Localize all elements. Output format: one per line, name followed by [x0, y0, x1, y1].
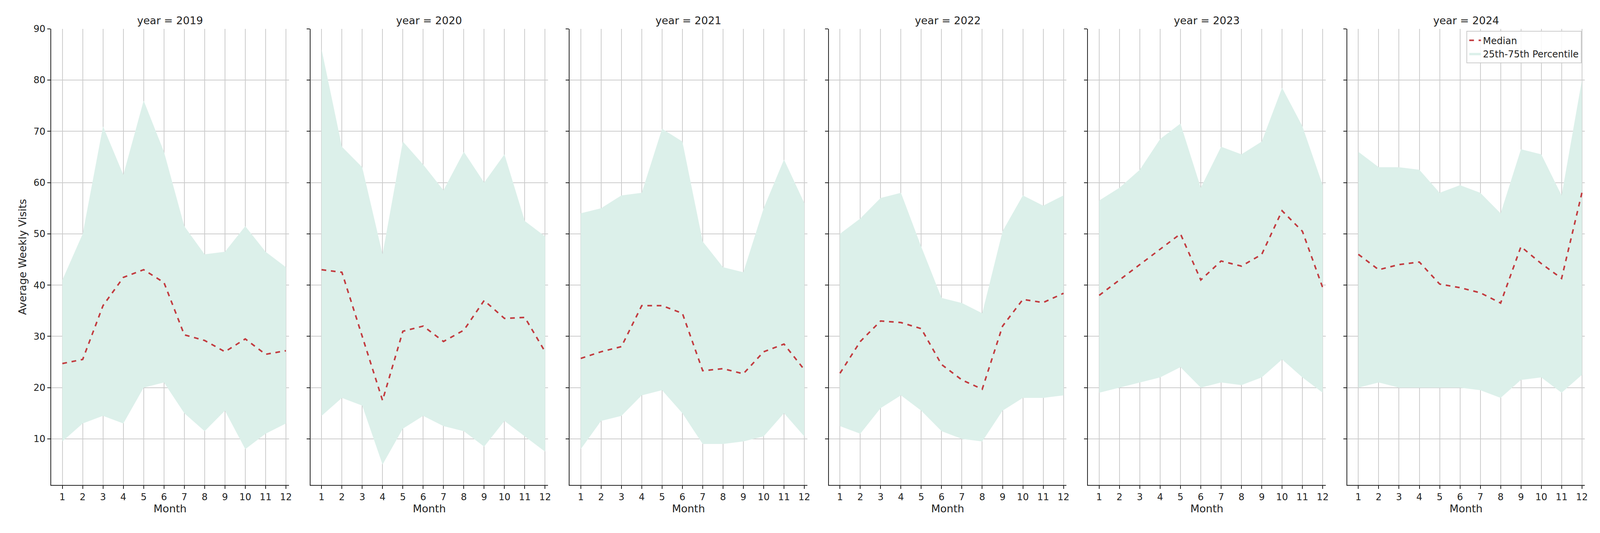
svg-text:9: 9	[221, 491, 228, 503]
svg-text:5: 5	[1177, 491, 1184, 503]
svg-text:6: 6	[679, 491, 686, 503]
svg-text:1: 1	[1355, 491, 1362, 503]
svg-text:12: 12	[1316, 491, 1329, 503]
svg-text:3: 3	[359, 491, 366, 503]
svg-text:3: 3	[1136, 491, 1143, 503]
svg-text:20: 20	[33, 382, 46, 394]
svg-text:7: 7	[1217, 491, 1224, 503]
svg-text:2: 2	[1375, 491, 1382, 503]
svg-text:2: 2	[79, 491, 86, 503]
svg-text:4: 4	[898, 491, 904, 503]
svg-text:80: 80	[33, 74, 46, 86]
svg-text:4: 4	[379, 491, 386, 503]
svg-text:year = 2020: year = 2020	[396, 14, 463, 27]
svg-text:4: 4	[120, 491, 127, 503]
svg-text:5: 5	[918, 491, 925, 503]
svg-text:11: 11	[259, 491, 272, 503]
svg-text:7: 7	[440, 491, 447, 503]
svg-text:11: 11	[518, 491, 531, 503]
svg-text:9: 9	[740, 491, 747, 503]
svg-text:8: 8	[979, 491, 986, 503]
svg-text:4: 4	[1416, 491, 1423, 503]
svg-text:10: 10	[1535, 491, 1548, 503]
svg-text:9: 9	[481, 491, 488, 503]
svg-text:9: 9	[1517, 491, 1524, 503]
svg-text:1: 1	[1096, 491, 1102, 503]
svg-text:5: 5	[400, 491, 406, 503]
svg-text:10: 10	[498, 491, 511, 503]
svg-text:year = 2022: year = 2022	[914, 14, 981, 27]
svg-text:5: 5	[658, 491, 665, 503]
svg-text:9: 9	[1258, 491, 1265, 503]
svg-text:4: 4	[638, 491, 645, 503]
svg-text:11: 11	[1555, 491, 1568, 503]
svg-text:year = 2023: year = 2023	[1173, 14, 1240, 27]
svg-text:Median: Median	[1482, 35, 1517, 47]
svg-text:12: 12	[539, 491, 552, 503]
svg-text:Month: Month	[1449, 502, 1483, 515]
svg-text:12: 12	[798, 491, 811, 503]
svg-text:10: 10	[757, 491, 770, 503]
svg-text:12: 12	[280, 491, 293, 503]
svg-text:7: 7	[1477, 491, 1484, 503]
svg-text:1: 1	[577, 491, 584, 503]
svg-text:5: 5	[1436, 491, 1443, 503]
svg-text:Month: Month	[931, 502, 965, 515]
svg-text:2: 2	[339, 491, 345, 503]
svg-text:6: 6	[160, 491, 167, 503]
svg-text:8: 8	[460, 491, 467, 503]
svg-text:30: 30	[33, 331, 46, 343]
svg-text:50: 50	[33, 228, 46, 240]
svg-text:25th-75th Percentile: 25th-75th Percentile	[1482, 48, 1579, 60]
svg-text:8: 8	[201, 491, 208, 503]
svg-text:8: 8	[1238, 491, 1245, 503]
svg-text:10: 10	[239, 491, 252, 503]
svg-text:90: 90	[33, 23, 46, 35]
svg-text:Month: Month	[153, 502, 187, 515]
svg-text:year = 2021: year = 2021	[655, 14, 722, 27]
svg-text:3: 3	[877, 491, 884, 503]
svg-text:5: 5	[140, 491, 147, 503]
svg-text:7: 7	[699, 491, 706, 503]
svg-text:11: 11	[778, 491, 791, 503]
svg-text:3: 3	[1396, 491, 1402, 503]
svg-text:11: 11	[1296, 491, 1309, 503]
svg-text:12: 12	[1575, 491, 1588, 503]
svg-text:6: 6	[420, 491, 427, 503]
svg-text:10: 10	[1016, 491, 1029, 503]
svg-text:year = 2019: year = 2019	[137, 14, 204, 27]
svg-text:60: 60	[33, 177, 46, 189]
svg-text:40: 40	[33, 280, 46, 292]
svg-text:70: 70	[33, 126, 46, 138]
svg-text:10: 10	[33, 433, 46, 445]
svg-text:1: 1	[837, 491, 843, 503]
svg-text:12: 12	[1057, 491, 1070, 503]
svg-text:1: 1	[318, 491, 325, 503]
svg-text:1: 1	[59, 491, 66, 503]
svg-text:8: 8	[719, 491, 726, 503]
svg-text:2: 2	[598, 491, 604, 503]
svg-text:2: 2	[1116, 491, 1123, 503]
svg-text:year = 2024: year = 2024	[1433, 14, 1500, 27]
svg-text:Month: Month	[671, 502, 706, 515]
svg-text:Average Weekly Visits: Average Weekly Visits	[16, 198, 29, 315]
svg-text:3: 3	[100, 491, 106, 503]
svg-text:6: 6	[938, 491, 945, 503]
svg-text:6: 6	[1457, 491, 1463, 503]
svg-text:10: 10	[1276, 491, 1289, 503]
svg-text:6: 6	[1197, 491, 1204, 503]
svg-text:2: 2	[857, 491, 864, 503]
svg-text:8: 8	[1497, 491, 1504, 503]
svg-text:7: 7	[958, 491, 965, 503]
svg-text:Month: Month	[1190, 502, 1224, 515]
svg-text:11: 11	[1037, 491, 1050, 503]
svg-text:9: 9	[999, 491, 1006, 503]
svg-text:3: 3	[618, 491, 625, 503]
svg-text:7: 7	[181, 491, 188, 503]
svg-text:Month: Month	[412, 502, 447, 515]
svg-text:4: 4	[1157, 491, 1163, 503]
